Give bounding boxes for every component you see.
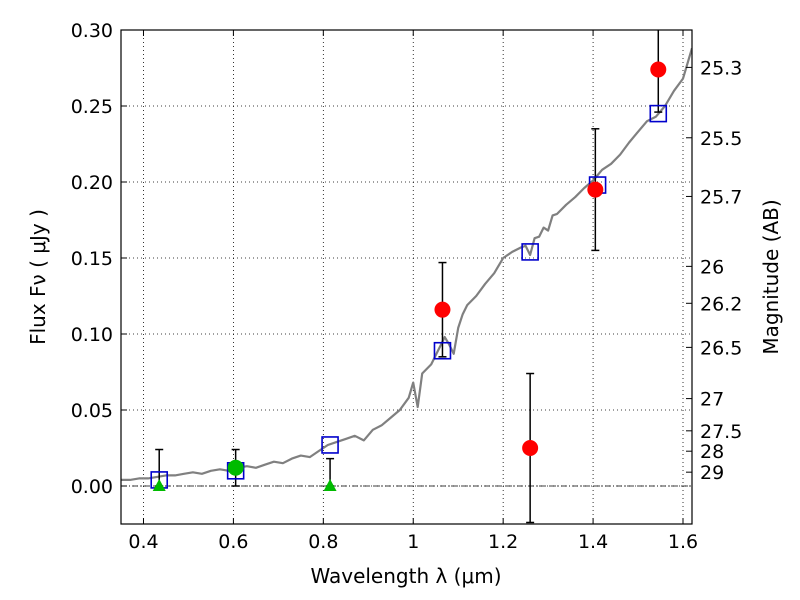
grid: [121, 29, 692, 524]
y-tick-label: 0.15: [71, 248, 113, 270]
plot-clipped: [121, 30, 692, 524]
model-square-marker: [649, 104, 668, 123]
x-tick-label: 1.2: [488, 531, 518, 553]
x-axis-title: Wavelength λ (μm): [310, 564, 501, 588]
mag-tick-label: 25.3: [700, 57, 742, 79]
y-tick-label: 0.05: [71, 400, 113, 422]
plot-area: [121, 30, 692, 524]
x-tick-label: 1.4: [578, 531, 608, 553]
model-square-marker: [433, 341, 452, 360]
x-tick-label: 1: [407, 531, 419, 553]
axes-frame: [120, 29, 693, 525]
mag-tick-label: 27: [700, 389, 724, 411]
mag-tick-label: 27.5: [700, 421, 742, 443]
mag-tick-label: 26: [700, 256, 724, 278]
mag-tick-label: 26.5: [700, 337, 742, 359]
y-axis-title-left: Flux Fν ( μJy ): [26, 209, 50, 345]
mag-tick-label: 26.2: [700, 293, 742, 315]
axes: 0.4 0.6 0.8 1 1.2 1.4 1.6 0.00 0.05 0.10 0.15 0.20 0…: [71, 20, 743, 553]
red-data-point: [650, 61, 667, 78]
mag-tick-label: 25.7: [700, 186, 742, 208]
x-tick-label: 0.6: [218, 531, 248, 553]
x-tick-label: 0.8: [308, 531, 338, 553]
mag-tick-label: 29: [700, 462, 724, 484]
y-tick-label: 0.25: [71, 96, 113, 118]
model-square-marker: [321, 436, 339, 454]
red-data-point: [434, 301, 451, 318]
model-square-marker: [521, 243, 539, 261]
green-limit-triangle: [323, 479, 337, 491]
y-axis-title-right: Magnitude (AB): [759, 199, 783, 354]
green-data-point: [227, 459, 244, 476]
y-tick-label: 0.30: [71, 20, 113, 42]
red-data-point: [522, 440, 539, 456]
y-tick-label: 0.20: [71, 172, 113, 194]
green-limit-triangle: [152, 479, 166, 491]
y-tick-label: 0.00: [71, 476, 113, 498]
mag-tick-label: 25.5: [700, 128, 742, 150]
x-tick-label: 0.4: [128, 531, 158, 553]
red-data-point: [587, 181, 604, 198]
y-tick-label: 0.10: [71, 324, 113, 346]
x-tick-label: 1.6: [668, 531, 698, 553]
mag-tick-label: 28: [700, 441, 724, 463]
